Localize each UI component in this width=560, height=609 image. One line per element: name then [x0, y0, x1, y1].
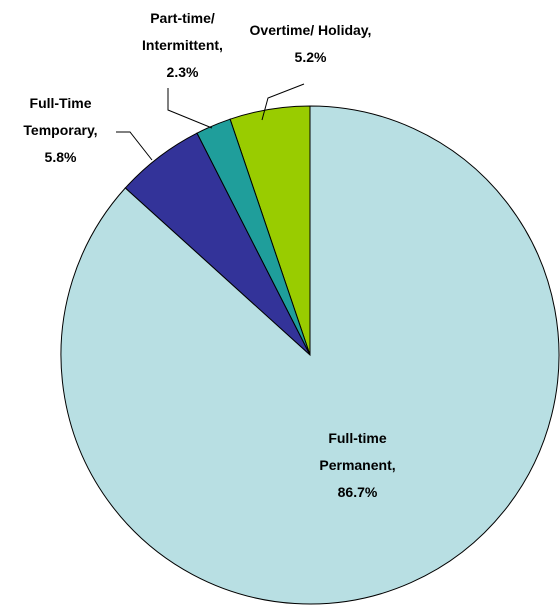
slice-label: Full-time Permanent, 86.7%	[300, 425, 415, 506]
value-label: 5.8%	[44, 149, 77, 165]
slice-label: Part-time/ Intermittent, 2.3%	[130, 5, 235, 86]
pie-slice	[60, 105, 560, 605]
category-label: Overtime/ Holiday,	[249, 22, 372, 38]
category-label: Full-Time Temporary,	[23, 95, 98, 138]
slice-label: Full-Time Temporary, 5.8%	[8, 90, 113, 171]
value-label: 5.2%	[294, 49, 327, 65]
leader-lines	[116, 83, 305, 161]
leader-line	[167, 88, 213, 129]
value-label: 86.7%	[337, 484, 378, 500]
slice-label: Overtime/ Holiday, 5.2%	[238, 17, 383, 71]
leader-line	[116, 131, 153, 161]
category-label: Part-time/ Intermittent,	[142, 10, 223, 53]
value-label: 2.3%	[166, 64, 199, 80]
leader-line	[261, 83, 305, 121]
category-label: Full-time Permanent,	[319, 430, 396, 473]
